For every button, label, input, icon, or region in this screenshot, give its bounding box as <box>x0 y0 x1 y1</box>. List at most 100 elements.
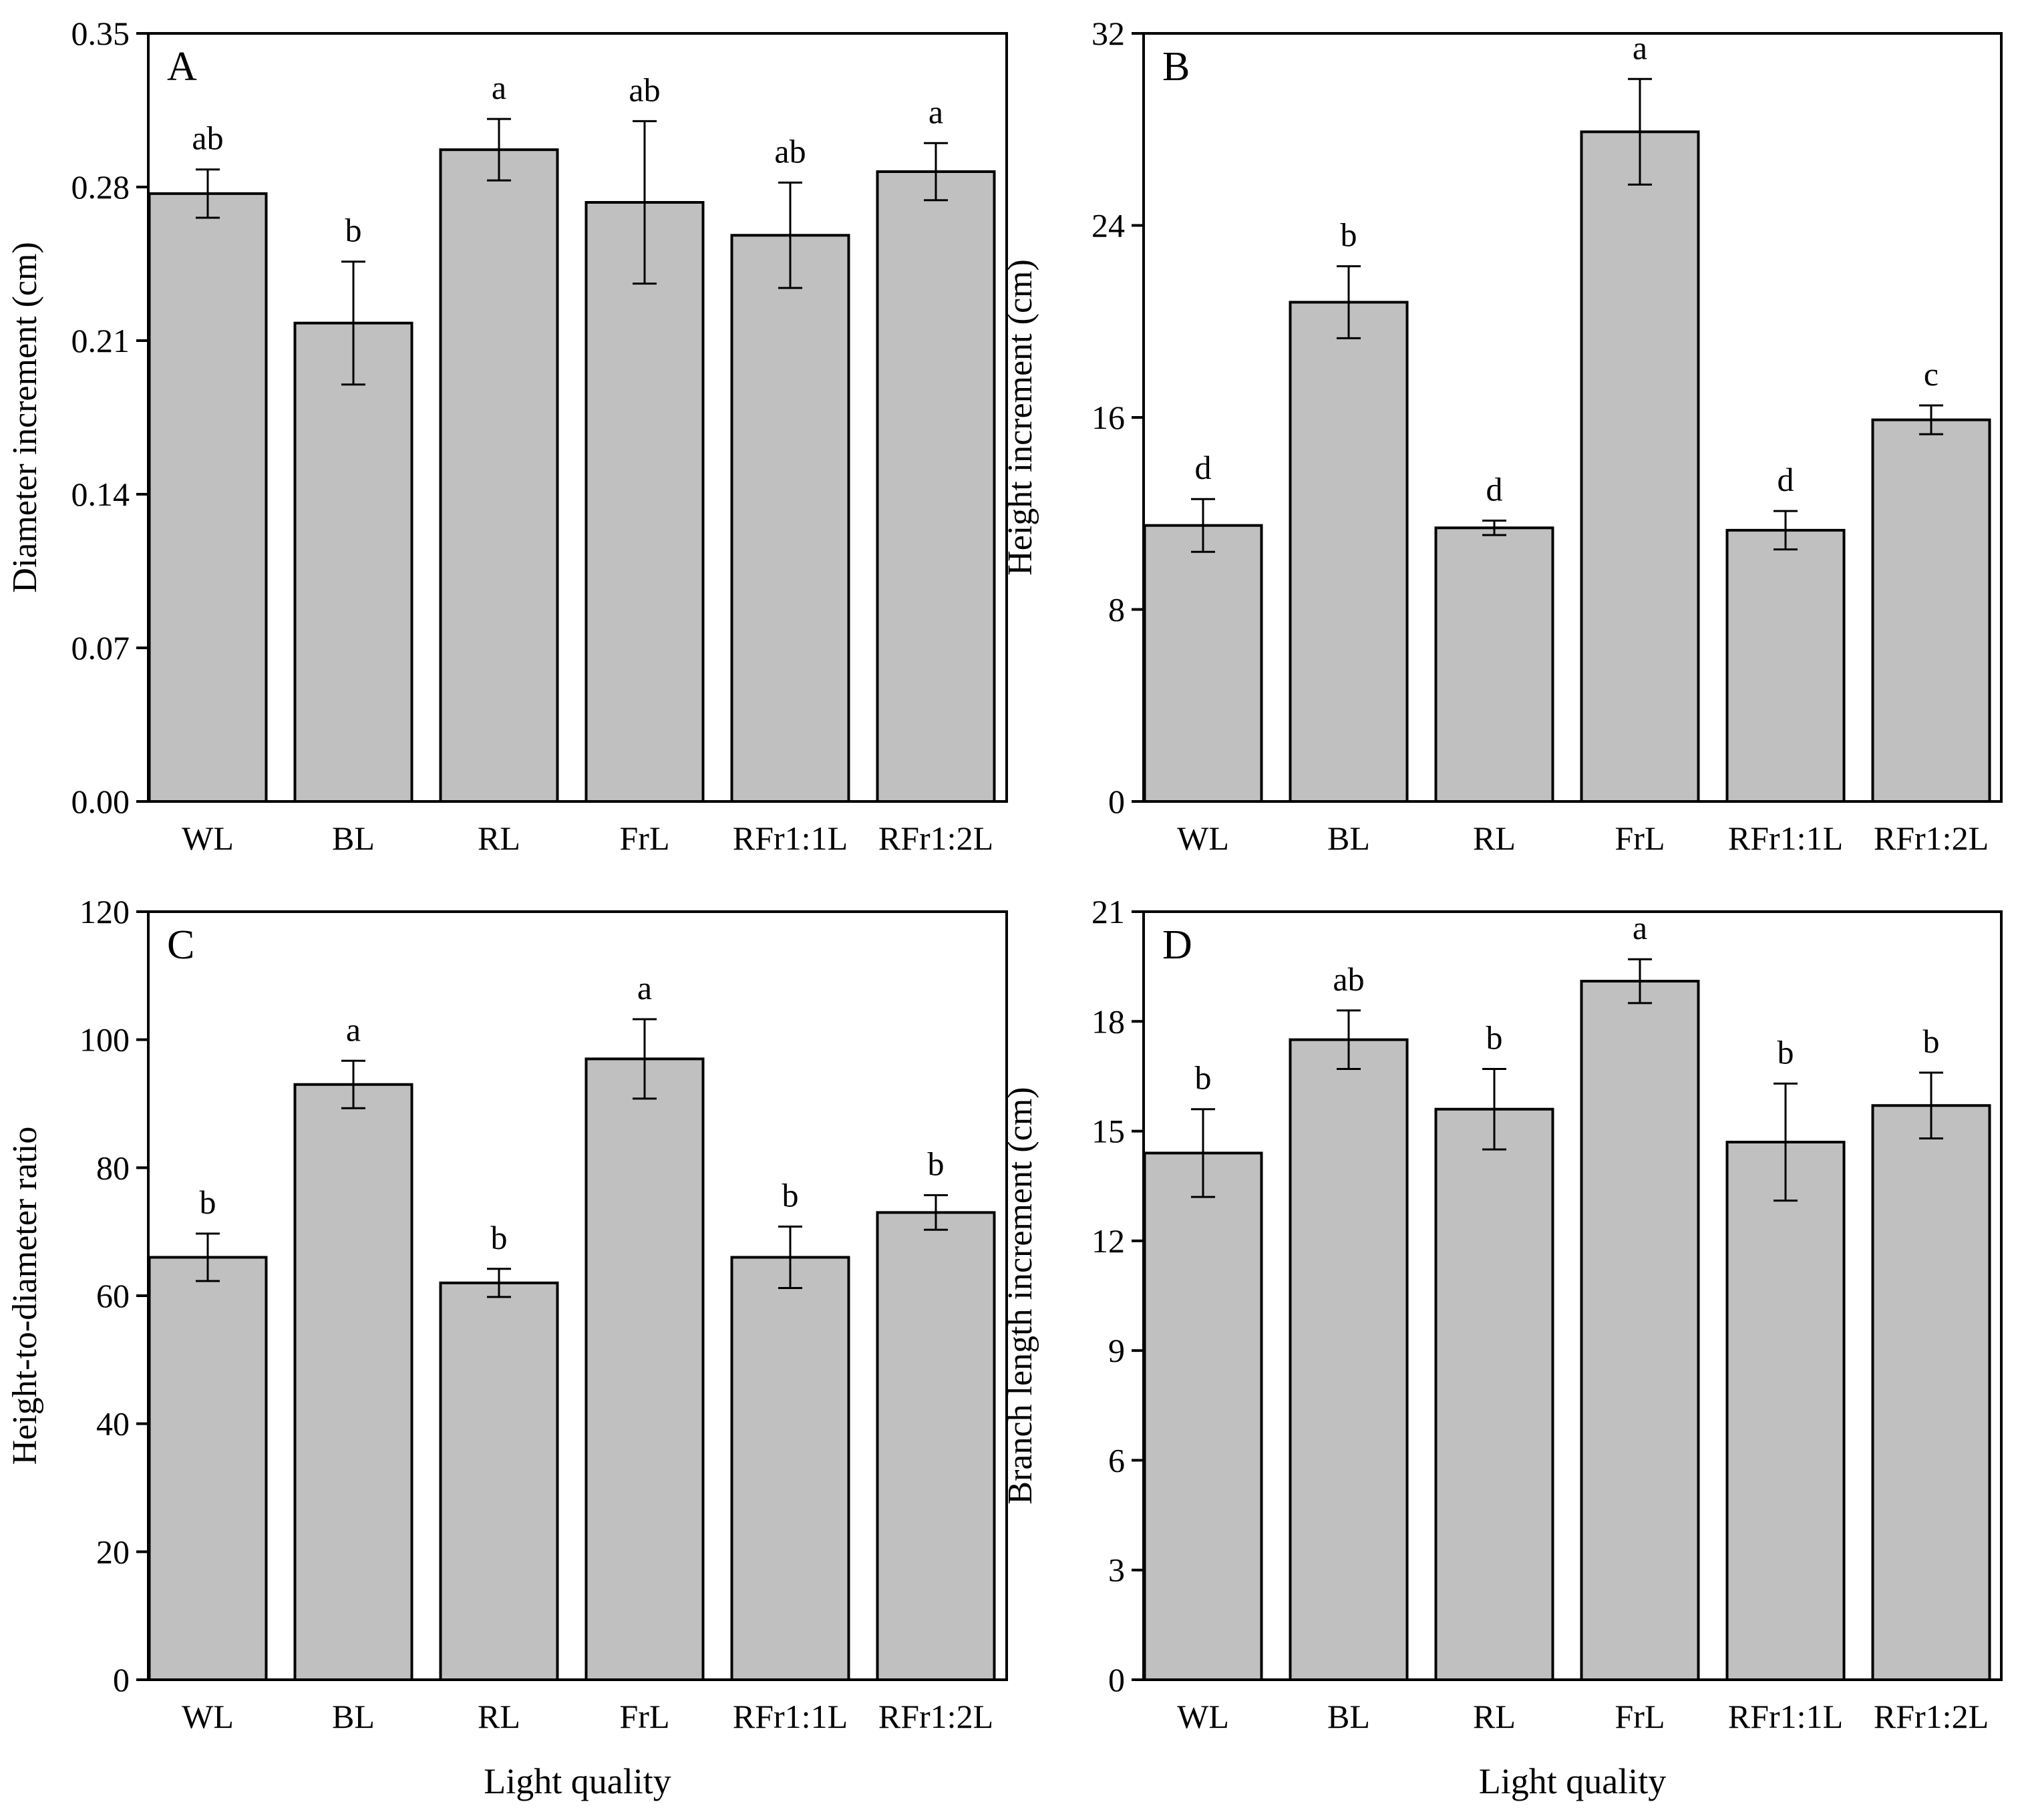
panel-a: ab WL b BL a RL ab FrL ab RFr1:1L a RFr1:2L 0.00 0.07… <box>6 15 1008 857</box>
error-bar <box>1919 1071 1943 1140</box>
significance-letter: c <box>1924 355 1939 393</box>
x-tick-label: RFr1:1L <box>1728 1698 1843 1735</box>
x-tick-label: FrL <box>1615 1698 1665 1735</box>
error-bar <box>1337 265 1361 339</box>
x-tick-label: BL <box>1327 820 1370 857</box>
significance-letter: ab <box>629 71 660 108</box>
bar-frl <box>1580 980 1700 1681</box>
significance-letter: a <box>929 93 943 130</box>
error-bar <box>633 120 657 285</box>
significance-letter: b <box>1778 1033 1794 1071</box>
y-tick-label: 0 <box>113 1661 130 1698</box>
x-tick-label: BL <box>332 820 375 857</box>
y-tick-label: 100 <box>79 1021 130 1059</box>
x-axis-label: Light quality <box>484 1761 671 1801</box>
error-bar <box>633 1018 657 1100</box>
error-bar <box>1628 77 1652 186</box>
error-bar <box>1774 510 1798 551</box>
panel-label: C <box>167 922 194 968</box>
bar-rfr11l <box>730 1256 850 1681</box>
error-bar <box>1628 958 1652 1005</box>
y-tick-label: 32 <box>1091 15 1125 52</box>
bar-frl <box>1580 130 1700 803</box>
significance-letter: d <box>1195 449 1212 486</box>
significance-letter: ab <box>1333 960 1364 998</box>
y-axis-label: Branch length increment (cm) <box>1001 1087 1039 1504</box>
panel-label: D <box>1162 922 1192 968</box>
significance-letter: a <box>492 69 506 106</box>
y-tick-label: 21 <box>1091 893 1125 930</box>
bar-bl <box>1289 1038 1409 1681</box>
error-bar <box>487 1268 511 1298</box>
significance-letter: ab <box>774 132 806 170</box>
error-bar <box>196 1232 220 1282</box>
y-tick-label: 20 <box>96 1533 130 1570</box>
panel-c: b WL a BL b RL a FrL b RFr1:1L b RFr1:2L 0 20 40 60 80 10… <box>6 893 1008 1801</box>
y-tick-label: 3 <box>1108 1552 1125 1589</box>
x-tick-label: RL <box>1473 1698 1516 1735</box>
error-bar <box>1337 1009 1361 1070</box>
x-tick-label: RFr1:1L <box>1728 820 1843 857</box>
significance-letter: a <box>1633 29 1647 66</box>
bar-rfr12l <box>1871 418 1991 803</box>
bar-rfr12l <box>876 170 996 803</box>
bar-rfr11l <box>730 234 850 803</box>
error-bar <box>1919 404 1943 435</box>
x-tick-label: FrL <box>620 820 670 857</box>
y-tick-label: 12 <box>1091 1222 1125 1260</box>
significance-letter: b <box>345 212 362 249</box>
x-tick-label: FrL <box>1615 820 1665 857</box>
error-bar <box>341 1059 365 1109</box>
y-tick-label: 8 <box>1108 591 1125 628</box>
y-tick-label: 0.00 <box>71 783 130 820</box>
x-axis-label: Light quality <box>1479 1761 1666 1801</box>
plot-frame <box>147 32 1008 803</box>
x-tick-label: RFr1:2L <box>1874 820 1989 857</box>
x-tick-label: RFr1:2L <box>878 1698 993 1735</box>
y-tick-label: 80 <box>96 1149 130 1186</box>
bar-rl <box>1434 1107 1554 1681</box>
bar-bl <box>293 1083 413 1681</box>
y-axis-label: Diameter increment (cm) <box>6 242 44 593</box>
significance-letter: b <box>200 1184 216 1221</box>
significance-letter: ab <box>192 120 223 157</box>
x-tick-label: WL <box>1177 820 1229 857</box>
x-tick-label: WL <box>182 820 234 857</box>
bar-frl <box>584 201 705 803</box>
error-bar <box>924 1194 948 1231</box>
y-tick-label: 9 <box>1108 1332 1125 1369</box>
x-tick-label: RFr1:1L <box>733 1698 848 1735</box>
error-bar <box>341 260 365 386</box>
bar-rl <box>439 1281 559 1682</box>
x-tick-label: WL <box>182 1698 234 1735</box>
y-tick-label: 60 <box>96 1277 130 1314</box>
error-bar <box>924 142 948 202</box>
y-tick-label: 0.35 <box>71 15 130 52</box>
significance-letter: a <box>1633 909 1647 946</box>
y-tick-label: 0 <box>1108 1661 1125 1698</box>
y-axis-label: Height-to-diameter ratio <box>6 1127 44 1465</box>
plot-frame <box>1142 910 2003 1681</box>
bar-rfr11l <box>1725 528 1846 803</box>
bar-rfr12l <box>876 1211 996 1681</box>
bar-bl <box>1289 301 1409 803</box>
bar-rl <box>439 148 559 803</box>
error-bar <box>778 181 802 289</box>
panel-label: B <box>1162 44 1190 89</box>
x-tick-label: RL <box>478 1698 520 1735</box>
y-tick-label: 120 <box>79 893 130 930</box>
y-tick-label: 16 <box>1091 399 1125 436</box>
y-tick-label: 0.28 <box>71 168 130 206</box>
significance-letter: b <box>782 1177 799 1214</box>
bar-rl <box>1434 526 1554 803</box>
x-tick-label: BL <box>1327 1698 1370 1735</box>
bar-wl <box>1143 1151 1263 1681</box>
x-tick-label: WL <box>1177 1698 1229 1735</box>
significance-letter: b <box>1195 1059 1212 1097</box>
error-bar <box>778 1226 802 1289</box>
bar-wl <box>1143 524 1263 803</box>
x-tick-label: RL <box>1473 820 1516 857</box>
y-tick-label: 0.21 <box>71 322 130 359</box>
significance-letter: a <box>346 1011 361 1048</box>
